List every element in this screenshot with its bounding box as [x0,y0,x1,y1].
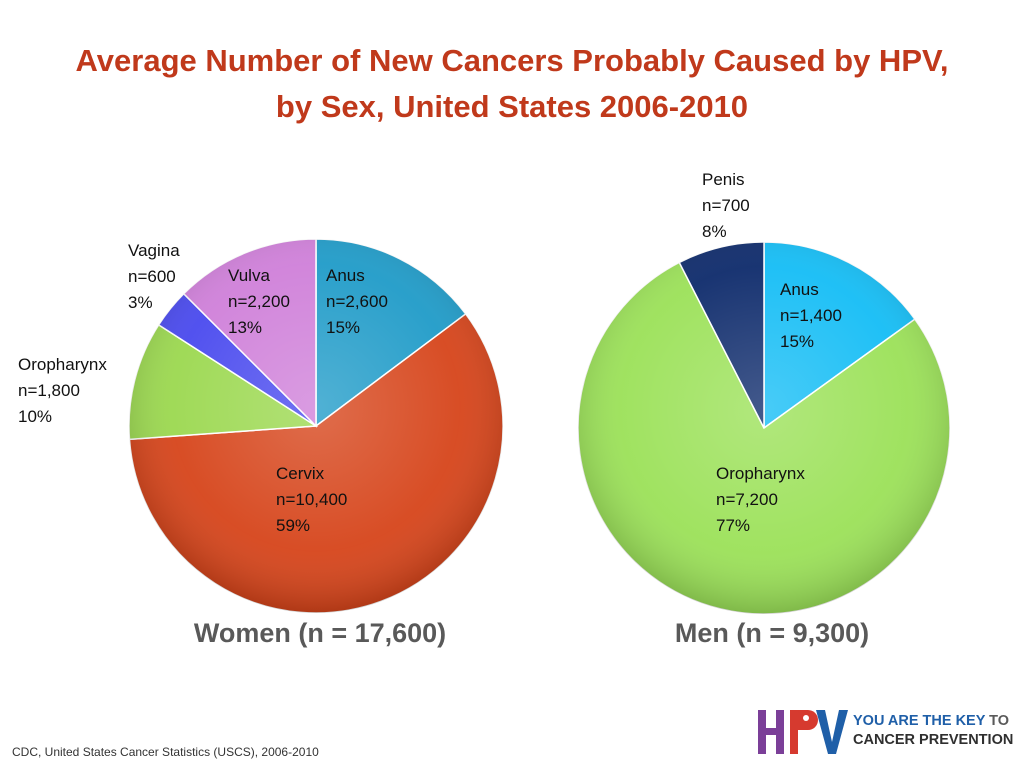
slice-percent: 77% [716,516,751,535]
women-label-vagina: Vagina n=600 3% [128,238,180,316]
chart-title: Average Number of New Cancers Probably C… [0,38,1024,130]
slice-percent: 59% [276,516,311,535]
slice-percent: 13% [228,318,263,337]
women-label-vulva: Vulva n=2,200 13% [228,263,290,341]
slogan-line-1: YOU ARE THE KEY TO [853,712,1013,731]
slice-name: Cervix [276,464,325,483]
source-note: CDC, United States Cancer Statistics (US… [12,745,319,759]
men-label-penis: Penis n=700 8% [702,167,750,245]
slice-count: n=10,400 [276,490,348,509]
slogan-to: TO [989,713,1010,729]
slice-count: n=2,200 [228,292,290,311]
slice-name: Anus [326,266,365,285]
pie-shading [129,239,503,613]
slice-count: n=1,400 [780,306,842,325]
slice-percent: 3% [128,293,153,312]
hpv-logo-mark [758,710,848,754]
men-label-oropharynx: Oropharynx n=7,200 77% [716,461,805,539]
slice-percent: 15% [780,332,815,351]
women-label-anus: Anus n=2,600 15% [326,263,388,341]
slice-percent: 10% [18,407,53,426]
title-line-1: Average Number of New Cancers Probably C… [75,43,949,78]
logo-slogan: YOU ARE THE KEY TO CANCER PREVENTION [853,712,1013,750]
men-pie-caption: Men (n = 9,300) [674,618,870,648]
women-label-cervix: Cervix n=10,400 59% [276,461,347,539]
slice-name: Penis [702,170,745,189]
slice-count: n=7,200 [716,490,778,509]
women-pie [128,238,504,614]
men-label-anus: Anus n=1,400 15% [780,277,842,355]
slice-percent: 15% [326,318,361,337]
slogan-key: YOU ARE THE KEY [853,713,986,729]
slice-count: n=600 [128,267,176,286]
hpv-logo: YOU ARE THE KEY TO CANCER PREVENTION [758,706,1013,756]
men-pie [577,241,951,615]
slice-count: n=2,600 [326,292,388,311]
slice-count: n=700 [702,196,750,215]
women-label-oropharynx: Oropharynx n=1,800 10% [18,352,107,430]
slice-name: Oropharynx [18,355,107,374]
pie-shading [578,242,950,614]
slice-name: Vulva [228,266,270,285]
slice-count: n=1,800 [18,381,80,400]
slice-percent: 8% [702,222,727,241]
women-pie-caption: Women (n = 17,600) [193,618,447,648]
slice-name: Anus [780,280,819,299]
slice-name: Oropharynx [716,464,805,483]
title-line-2: by Sex, United States 2006-2010 [275,89,749,124]
slice-name: Vagina [128,241,180,260]
slogan-line-2: CANCER PREVENTION [853,732,1014,748]
